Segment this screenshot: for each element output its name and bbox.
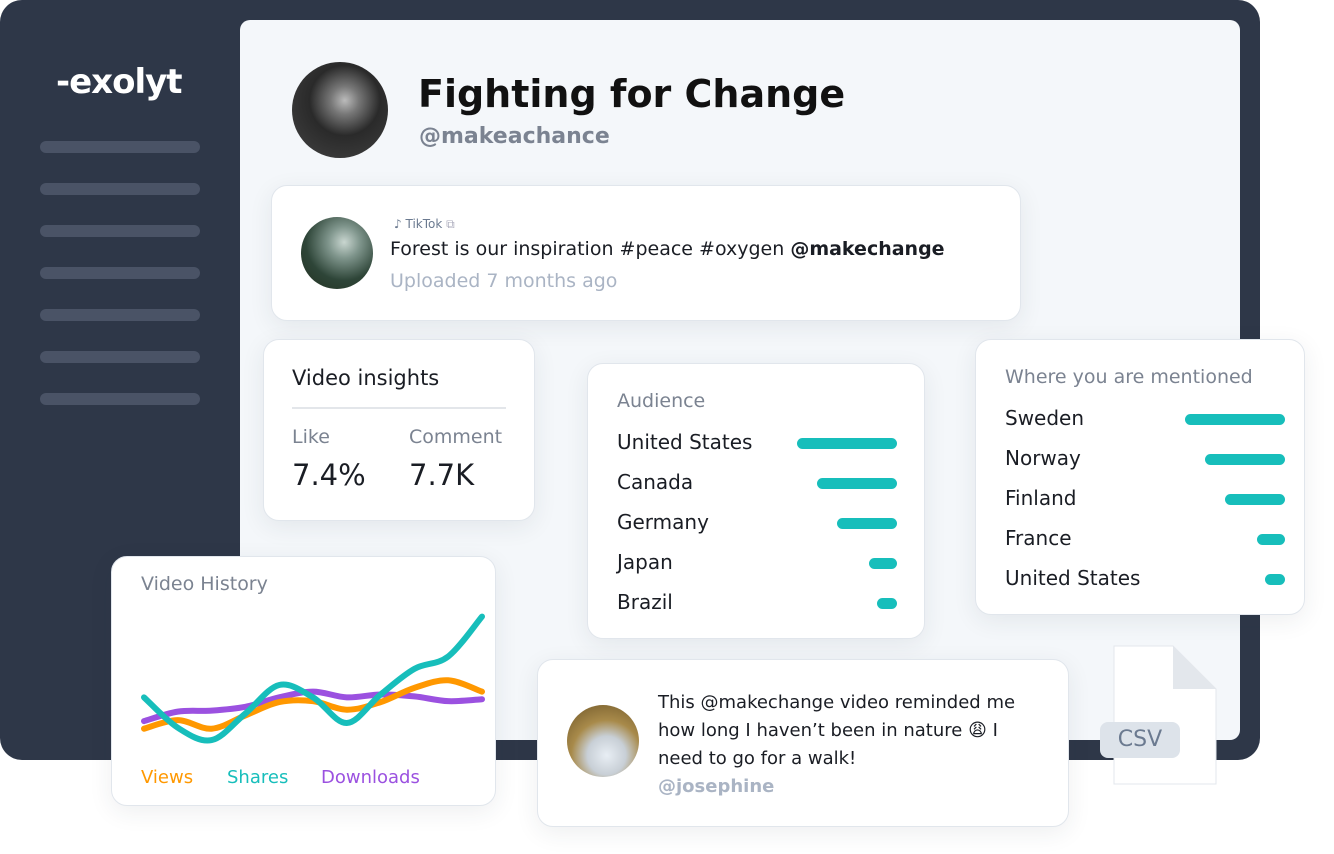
audience-label: Germany: [617, 510, 709, 534]
comment-text: This @makechange video reminded me how l…: [658, 692, 1016, 769]
csv-label: CSV: [1100, 722, 1180, 758]
mentions-row: Sweden: [1005, 406, 1285, 446]
csv-file-icon[interactable]: CSV: [1100, 645, 1217, 785]
mentions-label: Sweden: [1005, 406, 1085, 430]
legend-views: Views: [141, 767, 194, 788]
audience-row: Brazil: [617, 590, 897, 630]
sidebar-item[interactable]: [40, 309, 200, 321]
exolyt-logo[interactable]: -exolyt: [56, 62, 183, 102]
mentions-bar: [1185, 414, 1285, 425]
platform-tag[interactable]: ♪ TikTok ⧉: [394, 217, 455, 232]
divider: [292, 407, 506, 409]
mentions-label: Finland: [1005, 486, 1077, 510]
mentions-bar: [1257, 534, 1285, 545]
mentions-row: Norway: [1005, 446, 1285, 486]
comment-value: 7.7K: [409, 458, 475, 492]
post-thumbnail[interactable]: [301, 217, 373, 289]
mentions-bar: [1225, 494, 1285, 505]
chart-title: Video History: [141, 573, 268, 595]
series-line-shares: [141, 613, 485, 744]
caption-text: Forest is our inspiration #peace #oxygen: [390, 238, 791, 260]
mentions-label: France: [1005, 526, 1072, 550]
audience-row: Japan: [617, 550, 897, 590]
upload-time: Uploaded 7 months ago: [390, 270, 618, 292]
audience-label: Japan: [617, 550, 673, 574]
profile-handle: @makeachance: [419, 124, 610, 149]
sidebar-item[interactable]: [40, 351, 200, 363]
tiktok-icon: ♪: [394, 217, 402, 231]
sidebar-item[interactable]: [40, 141, 200, 153]
mentions-bar-track: [1185, 494, 1285, 505]
like-label: Like: [292, 426, 330, 448]
insights-title: Video insights: [292, 366, 440, 390]
sidebar-item[interactable]: [40, 393, 200, 405]
mentions-bar-track: [1185, 574, 1285, 585]
mentions-card: Where you are mentioned Sweden Norway Finl…: [975, 339, 1305, 615]
like-value: 7.4%: [292, 458, 366, 492]
series-line-views: [141, 677, 485, 732]
audience-label: Canada: [617, 470, 694, 494]
post-caption: Forest is our inspiration #peace #oxygen…: [390, 238, 945, 260]
mentions-title: Where you are mentioned: [1005, 366, 1253, 388]
mentions-bar: [1205, 454, 1285, 465]
video-insights-card: Video insights Like 7.4% Comment 7.7K: [263, 339, 535, 521]
series-line-downloads: [141, 688, 485, 725]
audience-row: Germany: [617, 510, 897, 550]
mentions-bar-track: [1185, 534, 1285, 545]
caption-mention[interactable]: @makechange: [790, 238, 945, 260]
sidebar-item[interactable]: [40, 183, 200, 195]
mentions-list: Sweden Norway Finland France United States: [1005, 406, 1285, 606]
comment-card: This @makechange video reminded me how l…: [537, 659, 1069, 827]
comment-author[interactable]: @josephine: [658, 776, 775, 797]
comment-label: Comment: [409, 426, 503, 448]
audience-list: United States Canada Germany Japan Brazil: [617, 430, 897, 630]
audience-bar: [837, 518, 897, 529]
mentions-bar-track: [1185, 414, 1285, 425]
audience-row: Canada: [617, 470, 897, 510]
audience-bar: [817, 478, 897, 489]
audience-title: Audience: [617, 390, 706, 412]
mentions-bar: [1265, 574, 1285, 585]
profile-avatar: [292, 62, 388, 158]
mentions-row: Finland: [1005, 486, 1285, 526]
audience-bar-track: [797, 558, 897, 569]
commenter-avatar[interactable]: [567, 705, 639, 777]
video-history-card: Video History Views Shares Downloads: [111, 556, 496, 806]
audience-row: United States: [617, 430, 897, 470]
mentions-row: United States: [1005, 566, 1285, 606]
audience-bar: [869, 558, 897, 569]
sidebar-item[interactable]: [40, 225, 200, 237]
audience-bar-track: [797, 518, 897, 529]
audience-bar-track: [797, 438, 897, 449]
profile-name: Fighting for Change: [418, 72, 846, 116]
video-history-chart: [141, 613, 485, 744]
platform-name: TikTok: [405, 217, 443, 231]
audience-bar-track: [797, 598, 897, 609]
mentions-bar-track: [1185, 454, 1285, 465]
legend-shares: Shares: [227, 767, 289, 788]
audience-label: Brazil: [617, 590, 673, 614]
external-link-icon: ⧉: [446, 217, 455, 231]
audience-label: United States: [617, 430, 753, 454]
file-icon: [1113, 645, 1217, 785]
mentions-label: United States: [1005, 566, 1141, 590]
mentions-label: Norway: [1005, 446, 1081, 470]
sidebar-item[interactable]: [40, 267, 200, 279]
post-card[interactable]: ♪ TikTok ⧉ Forest is our inspiration #pe…: [271, 185, 1021, 321]
audience-card: Audience United States Canada Germany Japan…: [587, 363, 925, 639]
mentions-row: France: [1005, 526, 1285, 566]
audience-bar: [797, 438, 897, 449]
audience-bar: [877, 598, 897, 609]
legend-downloads: Downloads: [321, 767, 420, 788]
audience-bar-track: [797, 478, 897, 489]
